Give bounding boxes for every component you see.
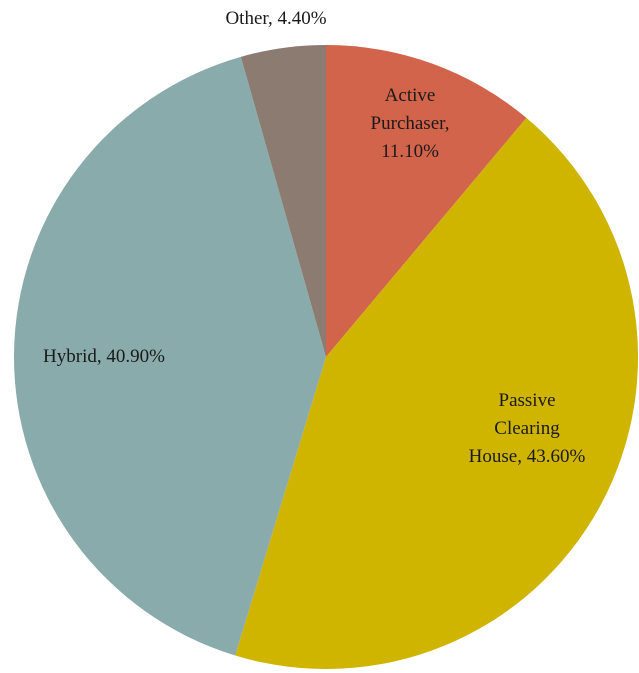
data-label-line: Other, 4.40% (225, 8, 326, 29)
data-label-line: House, 43.60% (469, 446, 586, 467)
pie-slice (326, 45, 527, 357)
data-label-line: Hybrid, 40.90% (43, 346, 165, 367)
data-label: Active Purchaser, 11.10% (371, 85, 450, 162)
pie-slice (13, 56, 326, 656)
pie-slice (240, 45, 326, 357)
data-label-line: Clearing (494, 418, 560, 439)
data-label-line: 11.10% (381, 141, 439, 162)
data-label-line: Active (385, 85, 436, 106)
data-label: Hybrid, 40.90% (43, 346, 165, 367)
data-label: Other, 4.40% (225, 8, 326, 29)
data-label-line: Purchaser, (371, 113, 450, 134)
data-label: Passive Clearing House, 43.60% (469, 390, 586, 467)
pie-slice (235, 117, 638, 669)
data-label-line: Passive (499, 390, 556, 411)
